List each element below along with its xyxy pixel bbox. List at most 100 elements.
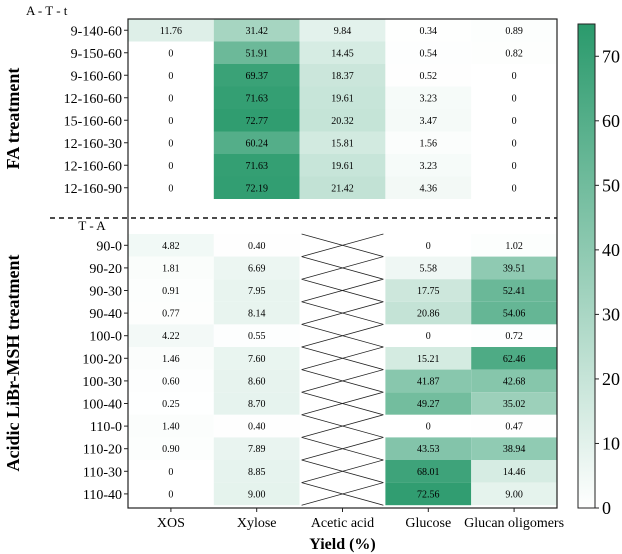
cell-value-label: 71.63 — [245, 93, 268, 104]
heatmap-cell — [213, 64, 300, 87]
colorbar-tick-label: 70 — [602, 46, 620, 66]
cell-value-label: 39.51 — [503, 263, 526, 274]
heatmap-cell — [385, 86, 472, 109]
heatmap-cell — [213, 279, 300, 302]
cell-value-label: 4.82 — [162, 241, 180, 252]
cell-value-label: 31.42 — [245, 26, 268, 37]
cell-value-label: 0.55 — [248, 331, 266, 342]
heatmap-cell — [213, 256, 300, 280]
heatmap-cell — [471, 64, 557, 87]
heatmap-cell — [471, 176, 557, 199]
heatmap-cell — [299, 109, 386, 132]
heatmap-cell — [385, 131, 472, 154]
cell-value-label: 0 — [168, 489, 173, 500]
heatmap-cell — [471, 392, 557, 415]
cell-value-label: 0 — [426, 422, 431, 433]
cross-line — [301, 256, 384, 280]
colorbar-tick-label: 20 — [602, 369, 620, 389]
row-label: 12-160-60 — [64, 92, 122, 107]
heatmap-cell — [128, 109, 214, 132]
cell-value-label: 0 — [512, 161, 517, 172]
heatmap-cell — [385, 234, 472, 257]
heatmap-cell — [299, 86, 386, 109]
colorbar-tick-label: 40 — [602, 240, 620, 260]
cell-value-label: 15.81 — [331, 138, 354, 149]
cell-value-label: 68.01 — [417, 467, 440, 478]
cell-value-label: 0.40 — [248, 241, 266, 252]
row-label: 90-20 — [89, 262, 122, 277]
cell-value-label: 0 — [426, 331, 431, 342]
cell-value-label: 3.23 — [420, 161, 438, 172]
cell-value-label: 72.56 — [417, 489, 440, 500]
heatmap-cell — [385, 109, 472, 132]
row-label: 100-30 — [82, 375, 122, 390]
cell-value-label: 21.42 — [331, 183, 354, 194]
heatmap-cell — [471, 324, 557, 347]
cross-line — [301, 391, 384, 416]
cell-value-label: 1.56 — [420, 138, 438, 149]
heatmap-cell — [128, 460, 214, 483]
heatmap-cell — [471, 482, 557, 506]
heatmap-cell — [128, 234, 214, 257]
column-label: Glucose — [405, 516, 451, 531]
cell-value-label: 0 — [168, 48, 173, 59]
cell-value-label: 51.91 — [245, 48, 268, 59]
heatmap-cell — [213, 369, 300, 393]
row-label: 110-40 — [83, 488, 122, 503]
group-header-libr: T - A — [78, 218, 106, 233]
cell-value-label: 11.76 — [160, 26, 182, 37]
row-label: 9-150-60 — [71, 47, 122, 62]
heatmap-cell — [299, 41, 386, 64]
cell-value-label: 7.89 — [248, 444, 266, 455]
cell-value-label: 17.75 — [417, 286, 440, 297]
heatmap-cell — [385, 64, 472, 87]
heatmap-cell — [299, 154, 386, 177]
cell-value-label: 0.34 — [420, 26, 438, 37]
heatmap-cell — [471, 19, 557, 42]
row-label: 90-30 — [89, 285, 122, 300]
cell-value-label: 0 — [512, 71, 517, 82]
cell-value-label: 0.54 — [420, 48, 438, 59]
heatmap-cell — [213, 301, 300, 325]
heatmap-cell — [128, 414, 214, 438]
heatmap-cell — [471, 460, 557, 483]
heatmap-cell — [471, 131, 557, 154]
heatmap-cell — [471, 256, 557, 280]
row-label: 12-160-90 — [64, 182, 122, 197]
heatmap-cell — [471, 437, 557, 460]
heatmap-cell — [471, 234, 557, 257]
heatmap-cell — [213, 176, 300, 199]
row-label: 100-0 — [89, 330, 122, 345]
colorbar-tick-label: 10 — [602, 433, 620, 453]
cell-value-label: 0 — [512, 116, 517, 127]
x-axis-title: Yield (%) — [309, 536, 376, 553]
cell-value-label: 0.47 — [505, 422, 523, 433]
cell-value-label: 4.36 — [420, 183, 438, 194]
cell-value-label: 54.06 — [503, 309, 526, 320]
heatmap-cell — [299, 64, 386, 87]
heatmap-cell — [299, 176, 386, 199]
cell-value-label: 0.89 — [505, 26, 523, 37]
heatmap-cell — [385, 19, 472, 42]
heatmap-cell — [213, 437, 300, 460]
heatmap-cell — [385, 392, 472, 415]
heatmap-cell — [213, 154, 300, 177]
cell-value-label: 0 — [168, 116, 173, 127]
cell-value-label: 38.94 — [503, 444, 526, 455]
cross-line — [301, 233, 384, 257]
heatmap-cell — [128, 482, 214, 506]
heatmap-cell — [128, 86, 214, 109]
cross-line — [301, 414, 384, 438]
row-label: 100-20 — [82, 352, 122, 367]
heatmap-cell — [213, 482, 300, 506]
cell-value-label: 41.87 — [417, 376, 440, 387]
cross-line — [301, 346, 384, 370]
heatmap-cell — [128, 154, 214, 177]
row-label: 100-40 — [82, 398, 122, 413]
cell-value-label: 52.41 — [503, 286, 526, 297]
colorbar-tick-label: 50 — [602, 175, 620, 195]
cross-line — [301, 324, 384, 348]
cell-value-label: 0 — [168, 183, 173, 194]
cell-value-label: 0.25 — [162, 399, 180, 410]
